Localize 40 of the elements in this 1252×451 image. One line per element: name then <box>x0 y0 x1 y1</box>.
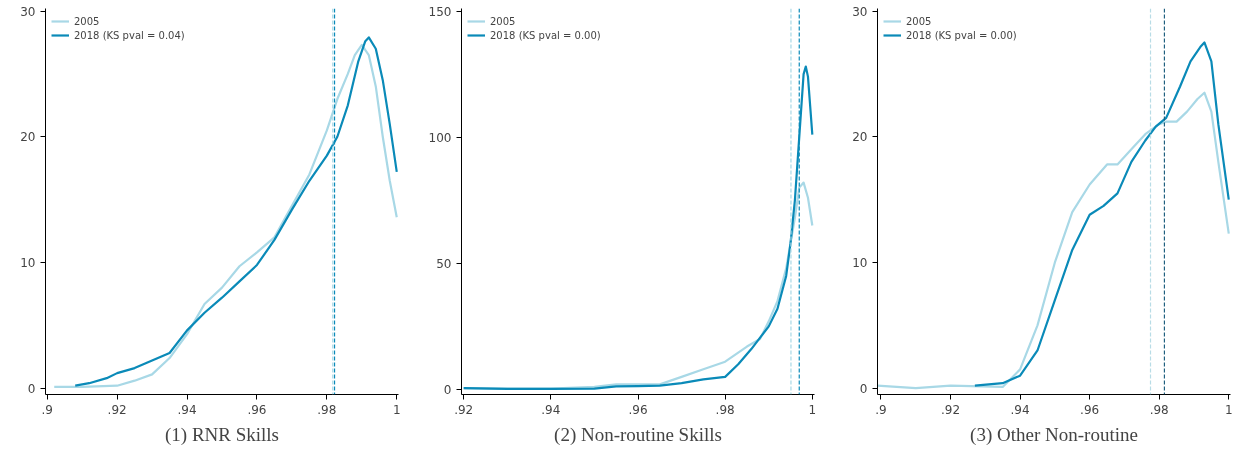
line-series <box>973 41 1230 387</box>
line-series <box>877 91 1230 390</box>
y-tick-label: 30 <box>20 4 36 19</box>
text: (2) Non-routine Skills <box>554 423 722 446</box>
x-tick-label: .96 <box>1080 402 1100 417</box>
y-tick-label: 20 <box>20 130 36 145</box>
x-tick-label: .96 <box>628 402 648 417</box>
y-tick-label: 0 <box>27 381 36 396</box>
x-tick-label: .94 <box>1010 402 1030 417</box>
y-tick-label: 20 <box>852 130 868 145</box>
y-tick-label: 10 <box>852 255 868 270</box>
text: (1) RNR Skills <box>164 423 280 446</box>
legend-label: 2018 (KS pval = 0.04) <box>74 28 185 42</box>
y-tick-label: 10 <box>20 255 36 270</box>
y-tick-label: 100 <box>428 130 452 145</box>
text: (3) Other Non-routine <box>970 423 1138 446</box>
legend-label: 2005 <box>490 14 516 28</box>
legend-label: 2018 (KS pval = 0.00) <box>906 28 1017 42</box>
x-tick-label: .92 <box>454 402 474 417</box>
y-tick-label: 150 <box>428 4 452 19</box>
x-tick-label: 1 <box>1224 402 1233 417</box>
legend-label: 2005 <box>74 14 100 28</box>
x-tick-label: .94 <box>177 402 197 417</box>
y-tick-label: 50 <box>436 256 452 271</box>
x-tick-label: 1 <box>808 402 817 417</box>
legend-label: 2005 <box>906 14 932 28</box>
x-tick-label: .98 <box>1149 402 1169 417</box>
x-tick-label: .92 <box>940 402 961 417</box>
x-tick-label: .9 <box>41 402 53 417</box>
x-tick-label: .98 <box>715 402 735 417</box>
x-tick-label: .96 <box>247 402 267 417</box>
x-tick-label: .94 <box>541 402 561 417</box>
y-tick-label: 0 <box>443 382 452 397</box>
x-tick-label: 1 <box>392 402 401 417</box>
x-tick-label: .92 <box>107 402 127 417</box>
y-tick-label: 30 <box>852 4 868 19</box>
legend-label: 2018 (KS pval = 0.00) <box>490 28 601 42</box>
x-tick-label: .98 <box>317 402 337 417</box>
y-tick-label: 0 <box>859 381 868 396</box>
x-tick-label: .9 <box>875 402 887 417</box>
